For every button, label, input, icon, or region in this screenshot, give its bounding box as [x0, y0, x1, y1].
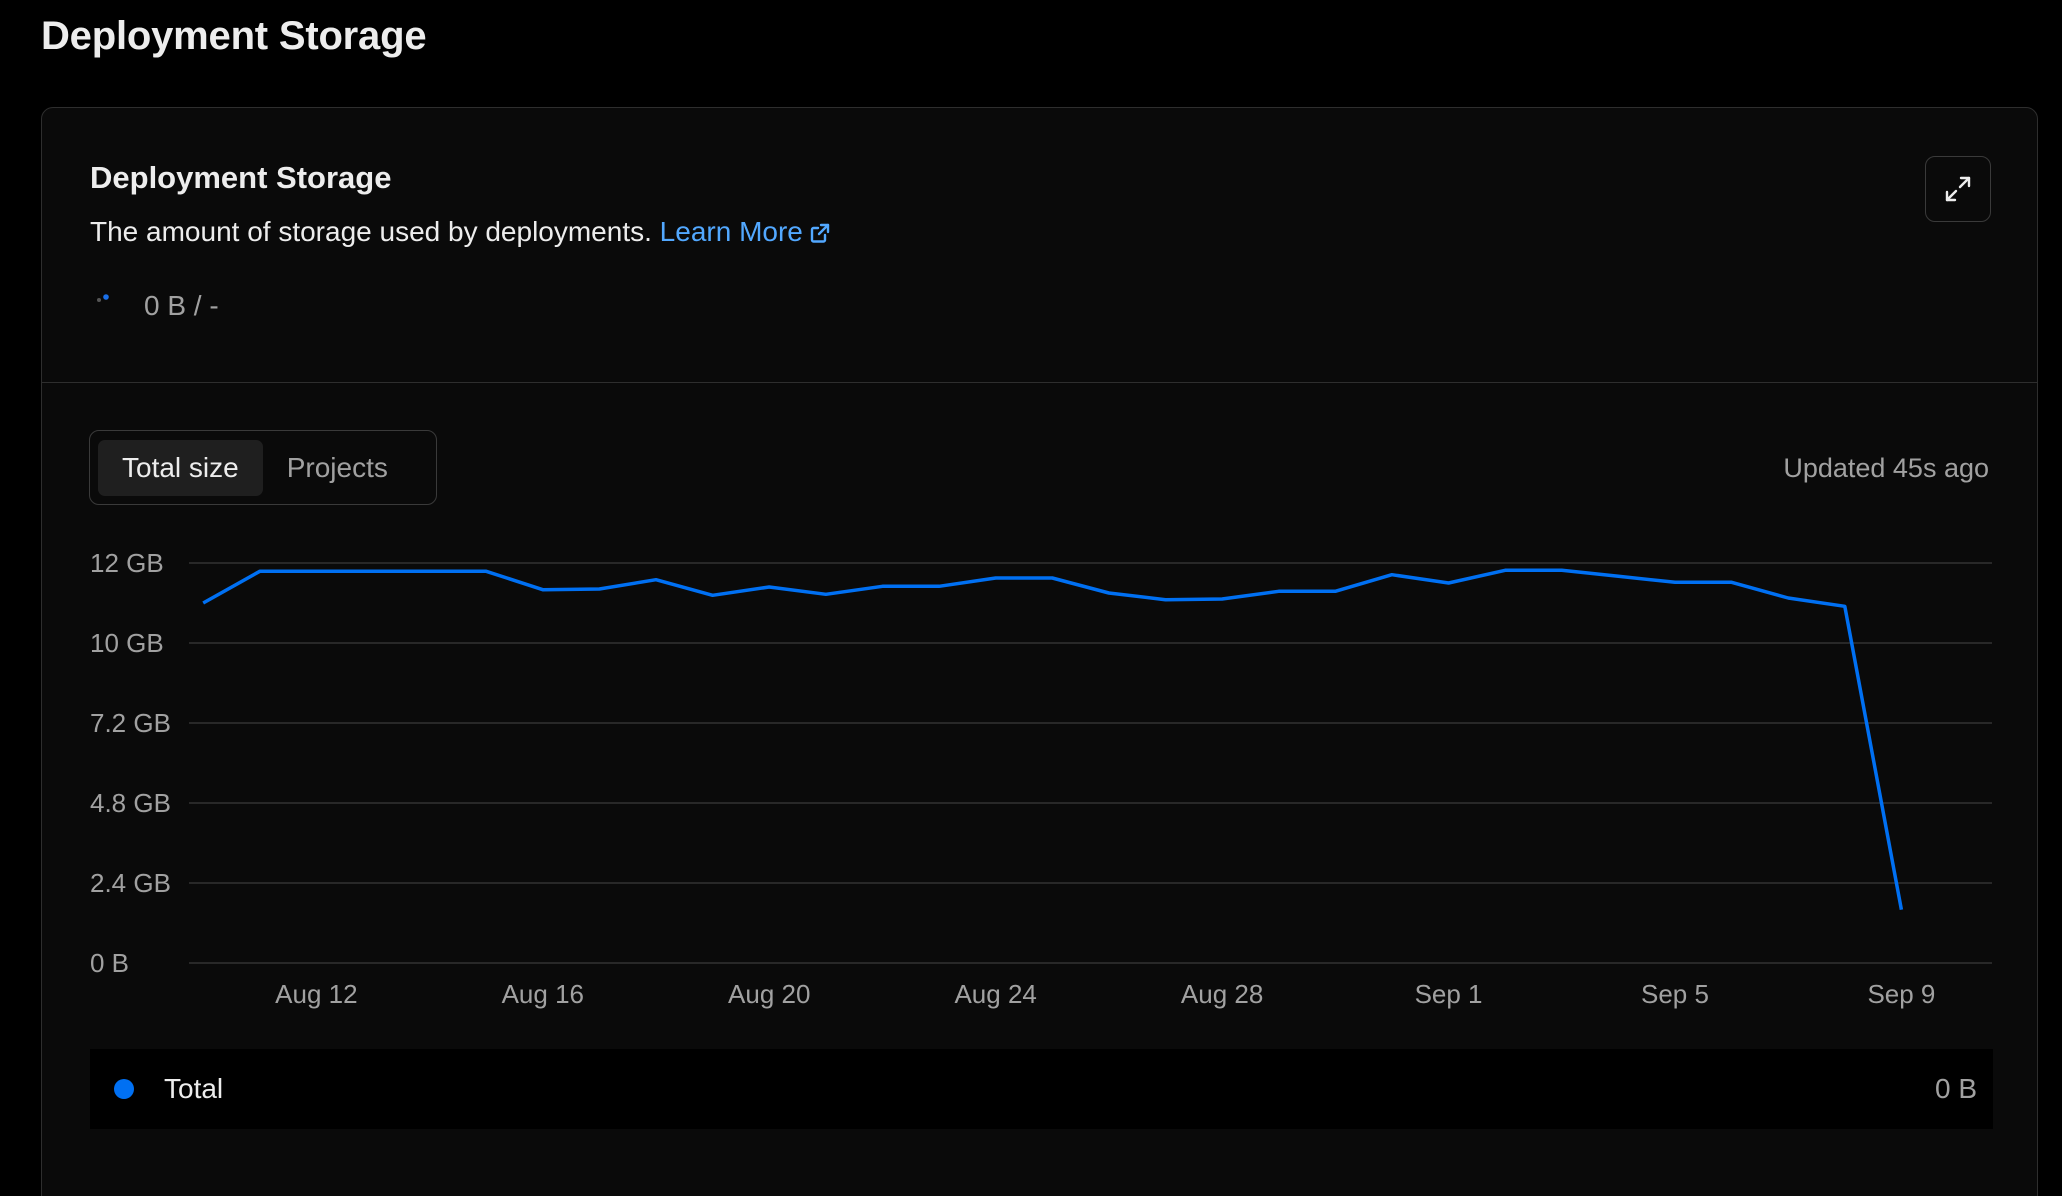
loading-spinner-icon	[97, 294, 109, 302]
y-tick-label: 10 GB	[90, 628, 164, 658]
card-description: The amount of storage used by deployment…	[90, 216, 831, 251]
tab-total-size[interactable]: Total size	[98, 439, 263, 496]
x-tick-label: Aug 20	[728, 979, 810, 1009]
legend-value: 0 B	[1934, 1073, 1977, 1104]
page-title: Deployment Storage	[41, 14, 427, 58]
view-toggle: Total size Projects	[89, 430, 437, 505]
x-tick-label: Aug 12	[275, 979, 357, 1009]
y-tick-label: 4.8 GB	[90, 788, 171, 818]
y-tick-label: 2.4 GB	[90, 868, 171, 898]
learn-more-link[interactable]: Learn More	[660, 216, 831, 247]
external-link-icon	[809, 219, 831, 251]
description-text: The amount of storage used by deployment…	[90, 216, 652, 247]
x-tick-label: Aug 24	[954, 979, 1036, 1009]
x-tick-label: Sep 5	[1641, 979, 1709, 1009]
y-tick-label: 0 B	[90, 948, 129, 978]
usage-row: 0 B / -	[90, 286, 219, 326]
learn-more-label: Learn More	[659, 216, 803, 247]
chart-legend: Total 0 B	[90, 1049, 1993, 1129]
x-tick-label: Sep 1	[1415, 979, 1483, 1009]
legend-swatch	[114, 1079, 134, 1099]
y-tick-label: 7.2 GB	[90, 708, 171, 738]
expand-button[interactable]	[1925, 156, 1991, 222]
y-tick-label: 12 GB	[90, 548, 164, 578]
x-tick-label: Aug 16	[502, 979, 584, 1009]
card-header: Deployment Storage The amount of storage…	[42, 108, 2037, 383]
x-tick-label: Sep 9	[1867, 979, 1935, 1009]
updated-timestamp: Updated 45s ago	[1783, 453, 1989, 483]
series-line-total	[202, 568, 1904, 911]
expand-icon	[1945, 176, 1971, 202]
storage-card: Deployment Storage The amount of storage…	[41, 107, 2038, 1196]
x-tick-label: Aug 28	[1181, 979, 1263, 1009]
tab-projects[interactable]: Projects	[286, 451, 388, 483]
storage-chart: 0 B 2.4 GB 4.8 GB 7.2 GB 10 GB 12 GB Aug 12 Aug…	[90, 548, 1992, 1009]
usage-value: 0 B / -	[144, 290, 219, 321]
card-title: Deployment Storage	[90, 160, 392, 195]
legend-label: Total	[164, 1073, 224, 1104]
